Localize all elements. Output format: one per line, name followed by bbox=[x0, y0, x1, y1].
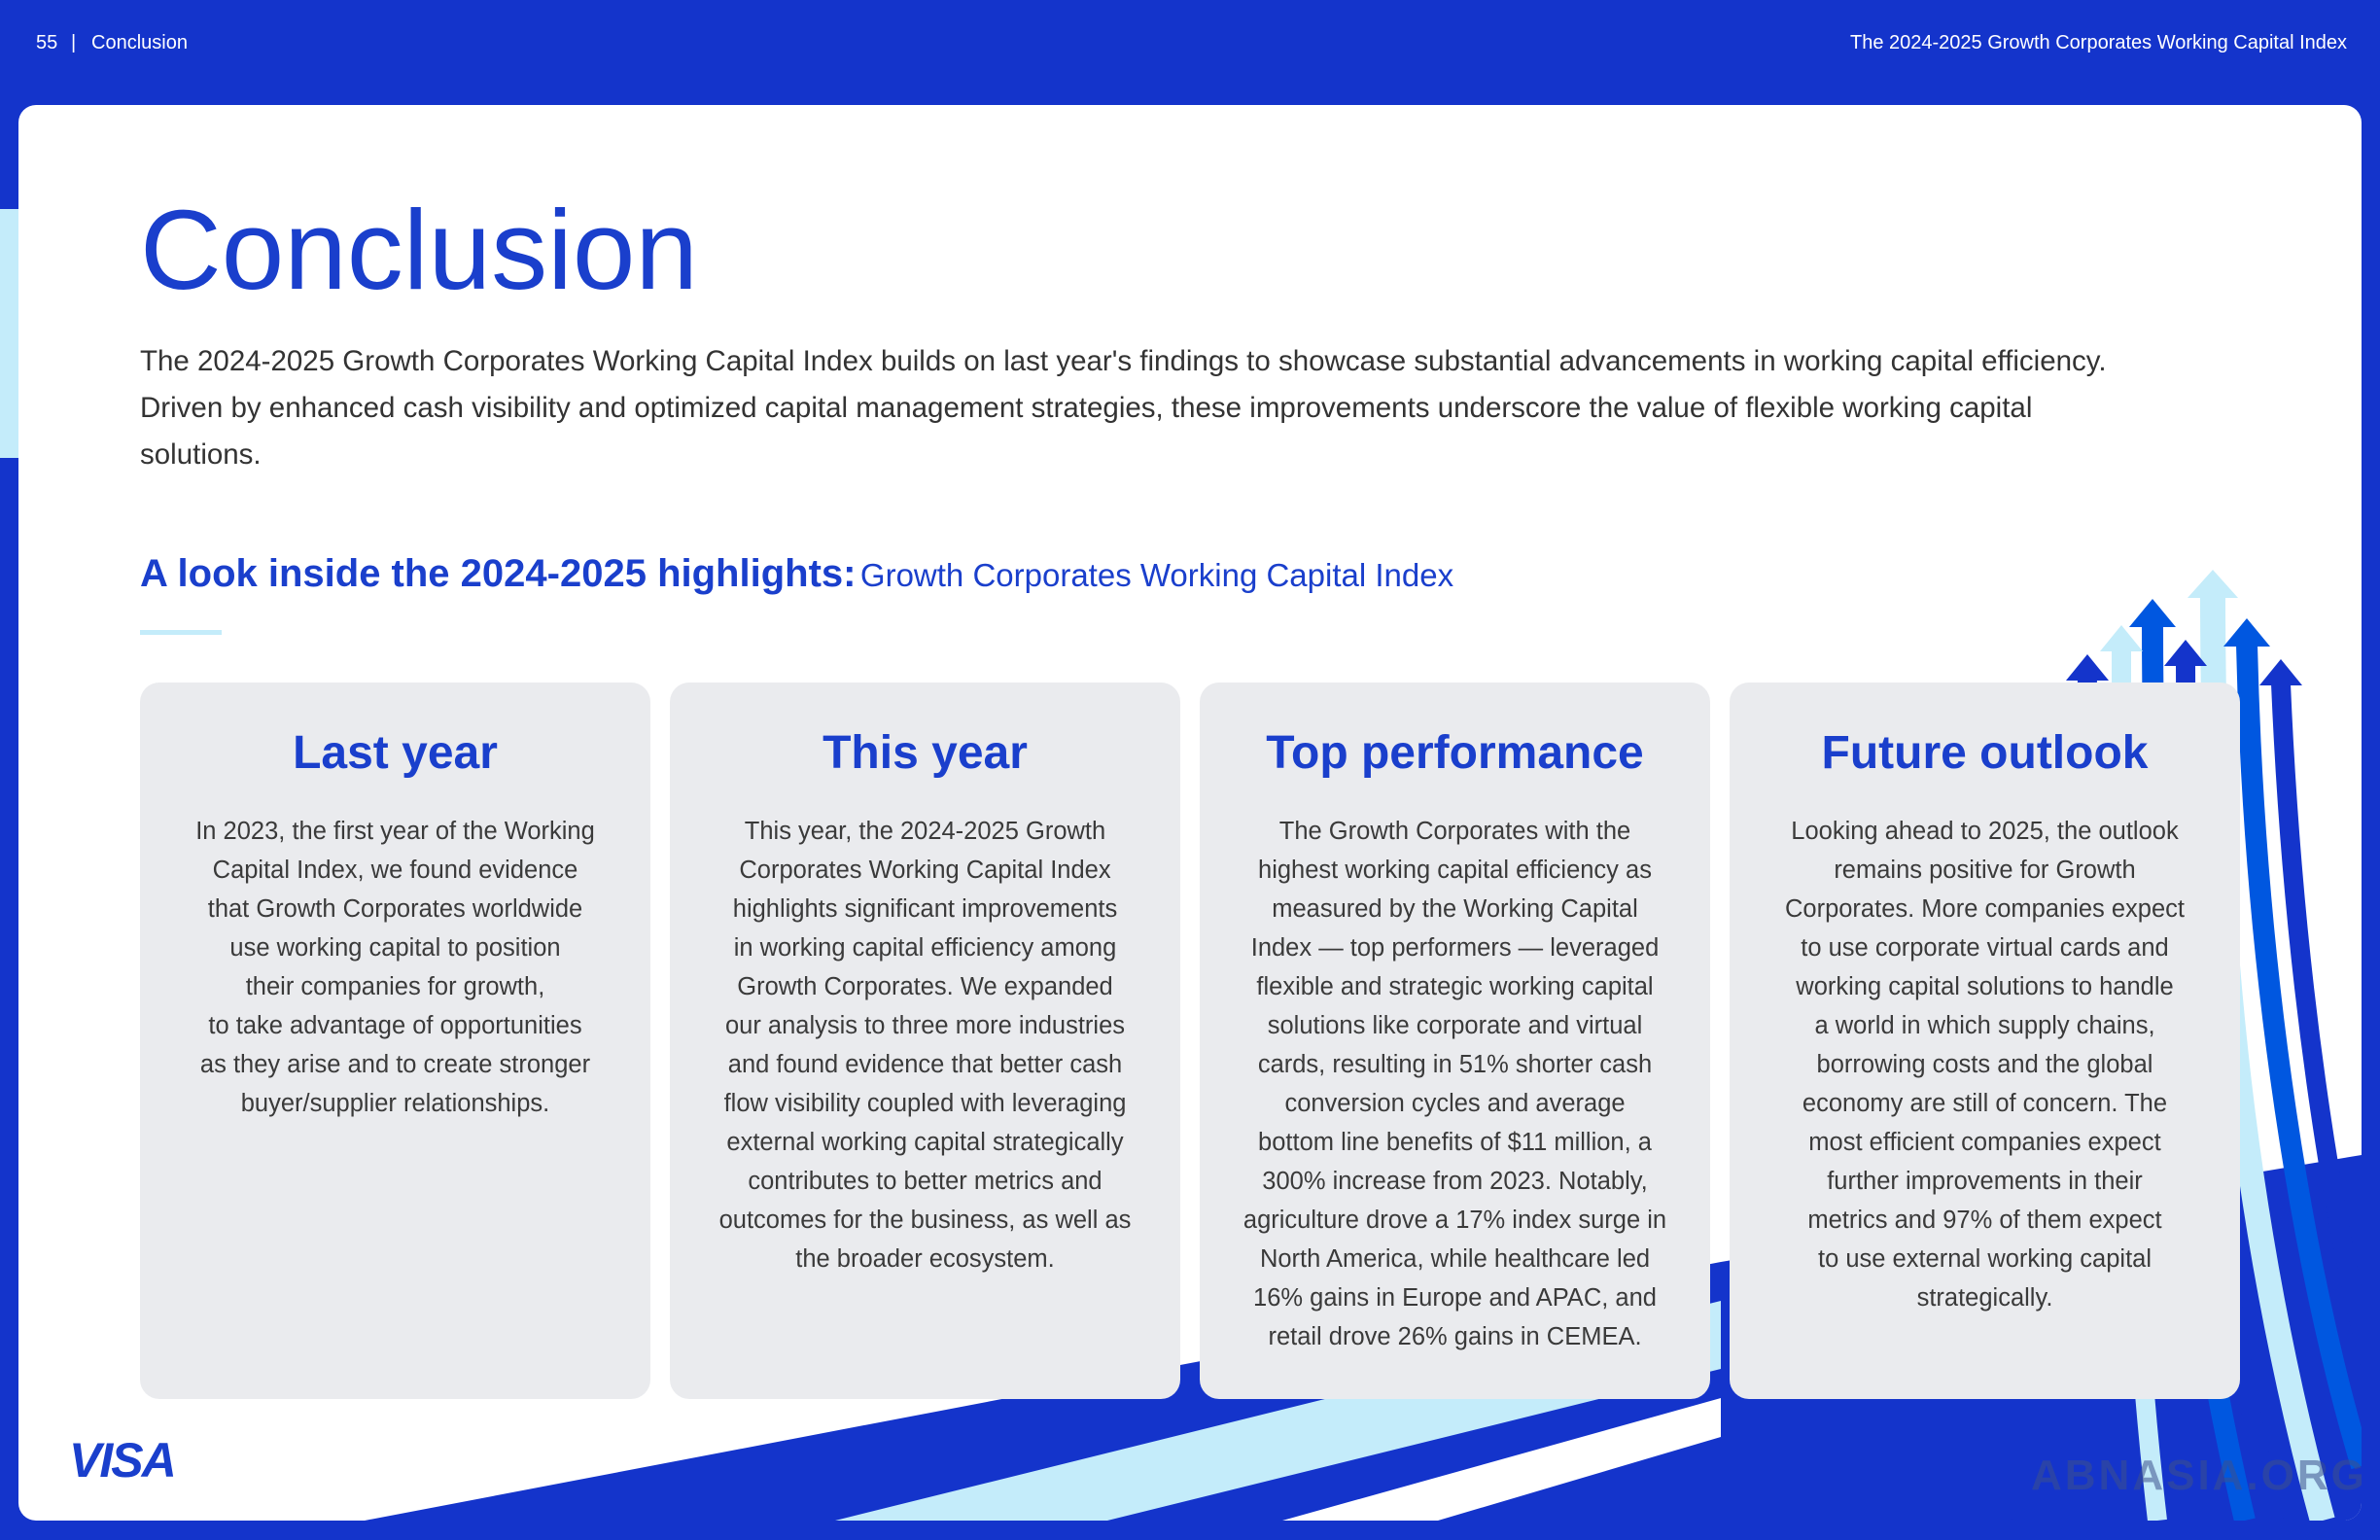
card-title: Last year bbox=[293, 727, 498, 779]
card-line: The Growth Corporates with the bbox=[1278, 818, 1631, 845]
card-line: working capital solutions to handle bbox=[1796, 973, 2174, 1000]
card-line: to take advantage of opportunities bbox=[208, 1012, 582, 1039]
card-line: economy are still of concern. The bbox=[1802, 1090, 2168, 1117]
card-title: This year bbox=[822, 727, 1028, 779]
card-line: a world in which supply chains, bbox=[1814, 1012, 2155, 1039]
card-line: their companies for growth, bbox=[245, 973, 545, 1000]
card-line: Corporates. More companies expect bbox=[1784, 895, 2186, 923]
card-line: buyer/supplier relationships. bbox=[240, 1090, 550, 1117]
card-line: contributes to better metrics and bbox=[748, 1168, 1102, 1195]
card-line: outcomes for the business, as well as bbox=[718, 1207, 1132, 1234]
card-line: cards, resulting in 51% shorter cash bbox=[1257, 1051, 1653, 1078]
highlights-heading-row: A look inside the 2024-2025 highlights: … bbox=[140, 552, 1453, 596]
card-line: highest working capital efficiency as bbox=[1258, 857, 1652, 884]
page-number: 55 bbox=[36, 32, 58, 53]
card-body: In 2023, the first year of the Working Ca… bbox=[140, 812, 650, 1123]
card-line: Looking ahead to 2025, the outlook bbox=[1791, 818, 2179, 845]
card-line: conversion cycles and average bbox=[1284, 1090, 1626, 1117]
page-title: Conclusion bbox=[140, 187, 698, 313]
card-line: Growth Corporates. We expanded bbox=[737, 973, 1113, 1000]
card-line: strategically. bbox=[1916, 1284, 2053, 1312]
card-line: use working capital to position bbox=[229, 934, 561, 962]
highlights-subheading: Growth Corporates Working Capital Index bbox=[859, 557, 1454, 593]
card-line: bottom line benefits of $11 million, a bbox=[1258, 1129, 1652, 1156]
card-line: and found evidence that better cash bbox=[727, 1051, 1123, 1078]
card-body: This year, the 2024-2025 Growth Corporate… bbox=[670, 812, 1180, 1278]
intro-line: Driven by enhanced cash visibility and o… bbox=[140, 392, 2033, 424]
card-line: measured by the Working Capital bbox=[1272, 895, 1638, 923]
card-line: North America, while healthcare led bbox=[1259, 1245, 1651, 1273]
card-line: retail drove 26% gains in CEMEA. bbox=[1268, 1323, 1642, 1350]
card-line: that Growth Corporates worldwide bbox=[207, 895, 583, 923]
card-line: further improvements in their bbox=[1827, 1168, 2143, 1195]
card-line: Capital Index, we found evidence bbox=[212, 857, 578, 884]
card-body: The Growth Corporates with the highest wo… bbox=[1200, 812, 1710, 1356]
card-line: solutions like corporate and virtual bbox=[1267, 1012, 1643, 1039]
heading-underline bbox=[140, 630, 222, 635]
card: Last year In 2023, the first year of the … bbox=[140, 682, 650, 1399]
card-line: flow visibility coupled with leveraging bbox=[723, 1090, 1127, 1117]
card-line: agriculture drove a 17% index surge in bbox=[1242, 1207, 1667, 1234]
intro-line: solutions. bbox=[140, 438, 262, 471]
report-title: The 2024-2025 Growth Corporates Working … bbox=[1849, 32, 2347, 53]
section-name: Conclusion bbox=[91, 32, 188, 53]
card-line: 16% gains in Europe and APAC, and bbox=[1253, 1284, 1657, 1312]
card-line: Index — top performers — leveraged bbox=[1250, 934, 1660, 962]
content-panel: Conclusion The 2024-2025 Growth Corporat… bbox=[18, 105, 2362, 1521]
visa-logo: VISA bbox=[69, 1433, 177, 1488]
card-line: our analysis to three more industries bbox=[724, 1012, 1126, 1039]
card: This year This year, the 2024-2025 Growth… bbox=[670, 682, 1180, 1399]
card-line: the broader ecosystem. bbox=[795, 1245, 1055, 1273]
card-line: 300% increase from 2023. Notably, bbox=[1262, 1168, 1648, 1195]
card-line: most efficient companies expect bbox=[1808, 1129, 2161, 1156]
card-line: This year, the 2024-2025 Growth bbox=[744, 818, 1106, 845]
card-line: flexible and strategic working capital bbox=[1256, 973, 1654, 1000]
card-body: Looking ahead to 2025, the outlook remain… bbox=[1730, 812, 2240, 1317]
card-line: remains positive for Growth bbox=[1834, 857, 2136, 884]
card-line: as they arise and to create stronger bbox=[199, 1051, 591, 1078]
card-line: in working capital efficiency among bbox=[733, 934, 1117, 962]
card-line: to use external working capital bbox=[1817, 1245, 2152, 1273]
intro-line: The 2024-2025 Growth Corporates Working … bbox=[140, 345, 2107, 377]
intro: The 2024-2025 Growth Corporates Working … bbox=[140, 338, 2107, 478]
card-line: In 2023, the first year of the Working bbox=[195, 818, 595, 845]
card-line: Corporates Working Capital Index bbox=[739, 857, 1111, 884]
card-line: highlights significant improvements bbox=[732, 895, 1118, 923]
edge-accent bbox=[0, 209, 18, 458]
card-title: Top performance bbox=[1266, 727, 1644, 779]
watermark: ABNASIA.ORG bbox=[2031, 1452, 2362, 1499]
card-line: borrowing costs and the global bbox=[1816, 1051, 2153, 1078]
highlights-heading: A look inside the 2024-2025 highlights: bbox=[140, 552, 857, 595]
card-title: Future outlook bbox=[1821, 727, 2149, 779]
card-line: metrics and 97% of them expect bbox=[1807, 1207, 2162, 1234]
card-line: to use corporate virtual cards and bbox=[1801, 934, 2169, 962]
card: Future outlook Looking ahead to 2025, the… bbox=[1730, 682, 2240, 1399]
separator: | bbox=[71, 32, 77, 53]
card: Top performance The Growth Corporates wit… bbox=[1200, 682, 1710, 1399]
card-line: external working capital strategically bbox=[726, 1129, 1124, 1156]
